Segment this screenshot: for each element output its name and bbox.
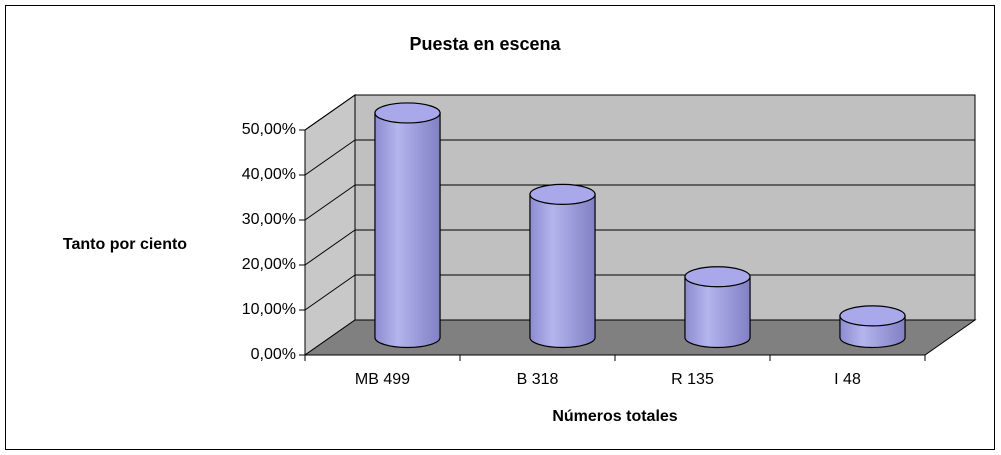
x-axis-title: Números totales [552, 408, 677, 425]
grid-line [304, 229, 356, 266]
y-tick-label: 20,00% [242, 256, 296, 273]
bar-top [529, 183, 596, 205]
x-tick-label: R 135 [671, 371, 714, 388]
grid-line [304, 139, 356, 176]
y-tick-label: 0,00% [251, 346, 296, 363]
y-axis-title: Tanto por ciento [63, 236, 187, 253]
bar-top [839, 305, 906, 327]
back-wall [354, 94, 976, 321]
bar [684, 276, 751, 349]
grid-line [304, 184, 356, 221]
chart-title: Puesta en escena [409, 34, 561, 54]
x-tick-label: B 318 [517, 371, 559, 388]
grid-line [304, 94, 356, 131]
y-tick-label: 10,00% [242, 301, 296, 318]
x-tick-label: MB 499 [355, 371, 410, 388]
x-tick-label: I 48 [834, 371, 861, 388]
bar [529, 193, 596, 349]
bar [374, 112, 441, 349]
y-tick-label: 50,00% [242, 121, 296, 138]
grid-line [304, 274, 356, 311]
bar-top [374, 102, 441, 124]
floor [303, 319, 977, 356]
y-tick-label: 40,00% [242, 166, 296, 183]
y-tick-label: 30,00% [242, 211, 296, 228]
bar-top [684, 266, 751, 288]
side-wall [304, 94, 356, 356]
